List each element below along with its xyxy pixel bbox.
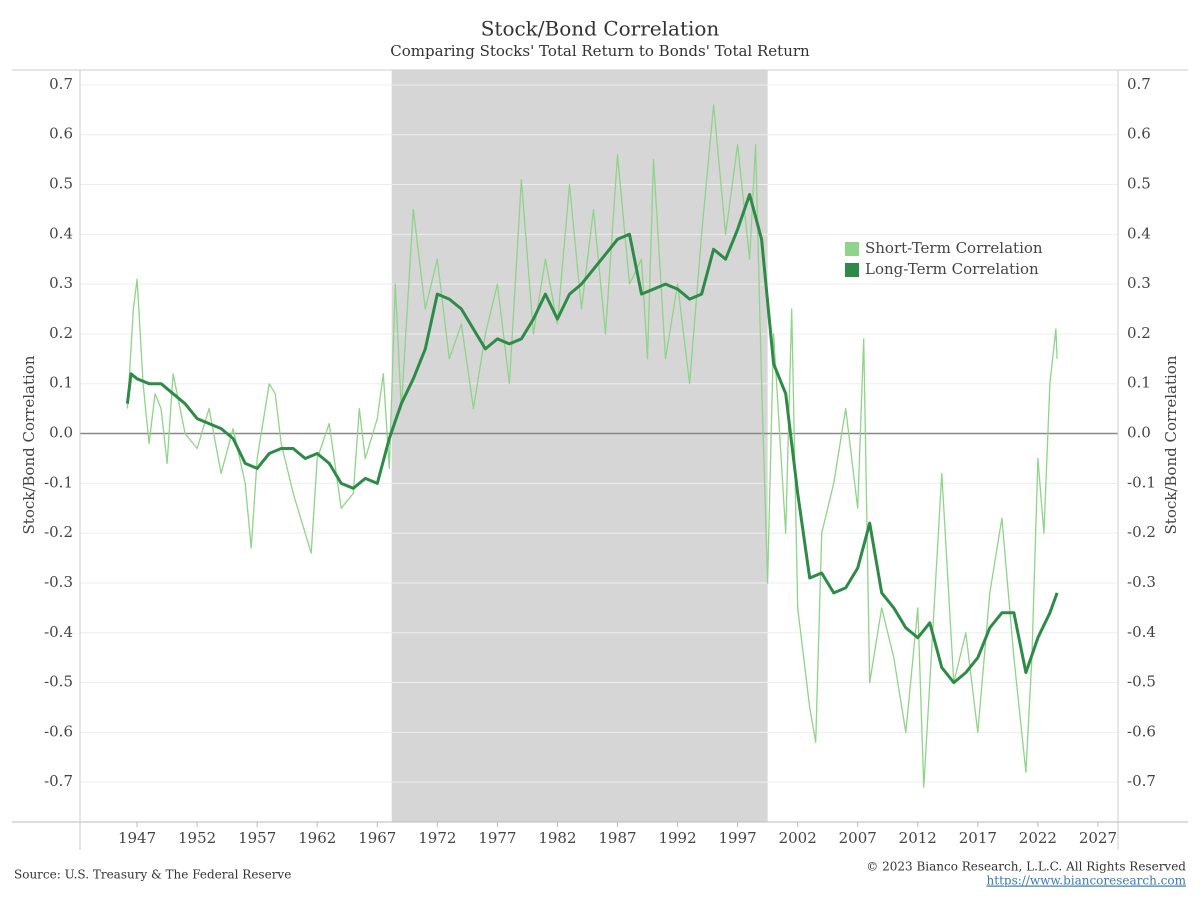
x-tick-label: 1992 [658, 829, 696, 847]
chart-title: Stock/Bond Correlation [481, 17, 720, 41]
y2-tick-label: -0.1 [1127, 473, 1156, 491]
x-tick-label: 1967 [358, 829, 396, 847]
url-link[interactable]: https://www.biancoresearch.com [987, 874, 1187, 888]
series-line [125, 193, 1059, 685]
x-tick-label: 1947 [118, 829, 156, 847]
y-tick-label: 0.1 [49, 374, 73, 392]
legend-label: Short-Term Correlation [865, 239, 1043, 257]
chart-subtitle: Comparing Stocks' Total Return to Bonds'… [390, 42, 810, 60]
y-tick-label: 0.4 [49, 224, 73, 242]
source: Source: U.S. Treasury & The Federal Rese… [14, 868, 291, 882]
y-tick-label: -0.6 [44, 722, 73, 740]
shaded-region [391, 70, 768, 822]
series-line [126, 104, 1058, 788]
y-tick-label: -0.7 [44, 772, 73, 790]
legend-swatch [845, 242, 859, 256]
y2-tick-label: 0.0 [1127, 424, 1151, 442]
legend-label: Long-Term Correlation [865, 260, 1039, 278]
x-tick-label: 2022 [1019, 829, 1057, 847]
y-tick-label: -0.2 [44, 523, 73, 541]
y2-tick-label: -0.6 [1127, 722, 1156, 740]
y-tick-label: 0.3 [49, 274, 73, 292]
y2-tick-label: 0.2 [1127, 324, 1151, 342]
x-tick-label: 1957 [238, 829, 276, 847]
x-tick-label: 1977 [478, 829, 516, 847]
y2-tick-label: -0.2 [1127, 523, 1156, 541]
legend-swatch [845, 263, 859, 277]
x-tick-label: 1997 [719, 829, 757, 847]
x-tick-label: 1987 [598, 829, 636, 847]
y-tick-label: 0.0 [49, 424, 73, 442]
x-tick-label: 2027 [1079, 829, 1117, 847]
x-tick-label: 1982 [538, 829, 576, 847]
y-tick-label: 0.7 [49, 75, 73, 93]
y-tick-label: -0.1 [44, 473, 73, 491]
y-tick-label: -0.5 [44, 673, 73, 691]
y2-tick-label: 0.1 [1127, 374, 1151, 392]
y2-tick-label: -0.3 [1127, 573, 1156, 591]
y2-tick-label: -0.4 [1127, 623, 1156, 641]
y2-tick-label: -0.7 [1127, 772, 1156, 790]
y-axis-label: Stock/Bond Correlation [20, 355, 38, 534]
y-tick-label: -0.4 [44, 623, 73, 641]
y2-tick-label: 0.4 [1127, 224, 1151, 242]
x-tick-label: 2002 [779, 829, 817, 847]
y2-tick-label: -0.5 [1127, 673, 1156, 691]
y2-tick-label: 0.5 [1127, 175, 1151, 193]
x-tick-label: 2007 [839, 829, 877, 847]
x-tick-label: 2012 [899, 829, 937, 847]
x-tick-label: 2017 [959, 829, 997, 847]
y-tick-label: 0.5 [49, 175, 73, 193]
y-tick-label: 0.6 [49, 125, 73, 143]
y-tick-label: 0.2 [49, 324, 73, 342]
y-tick-label: -0.3 [44, 573, 73, 591]
y2-tick-label: 0.6 [1127, 125, 1151, 143]
x-tick-label: 1972 [418, 829, 456, 847]
x-tick-label: 1952 [178, 829, 216, 847]
y2-axis-label: Stock/Bond Correlation [1162, 355, 1180, 534]
y2-tick-label: 0.3 [1127, 274, 1151, 292]
y2-tick-label: 0.7 [1127, 75, 1151, 93]
x-tick-label: 1962 [298, 829, 336, 847]
copyright: © 2023 Bianco Research, L.L.C. All Right… [866, 860, 1186, 874]
